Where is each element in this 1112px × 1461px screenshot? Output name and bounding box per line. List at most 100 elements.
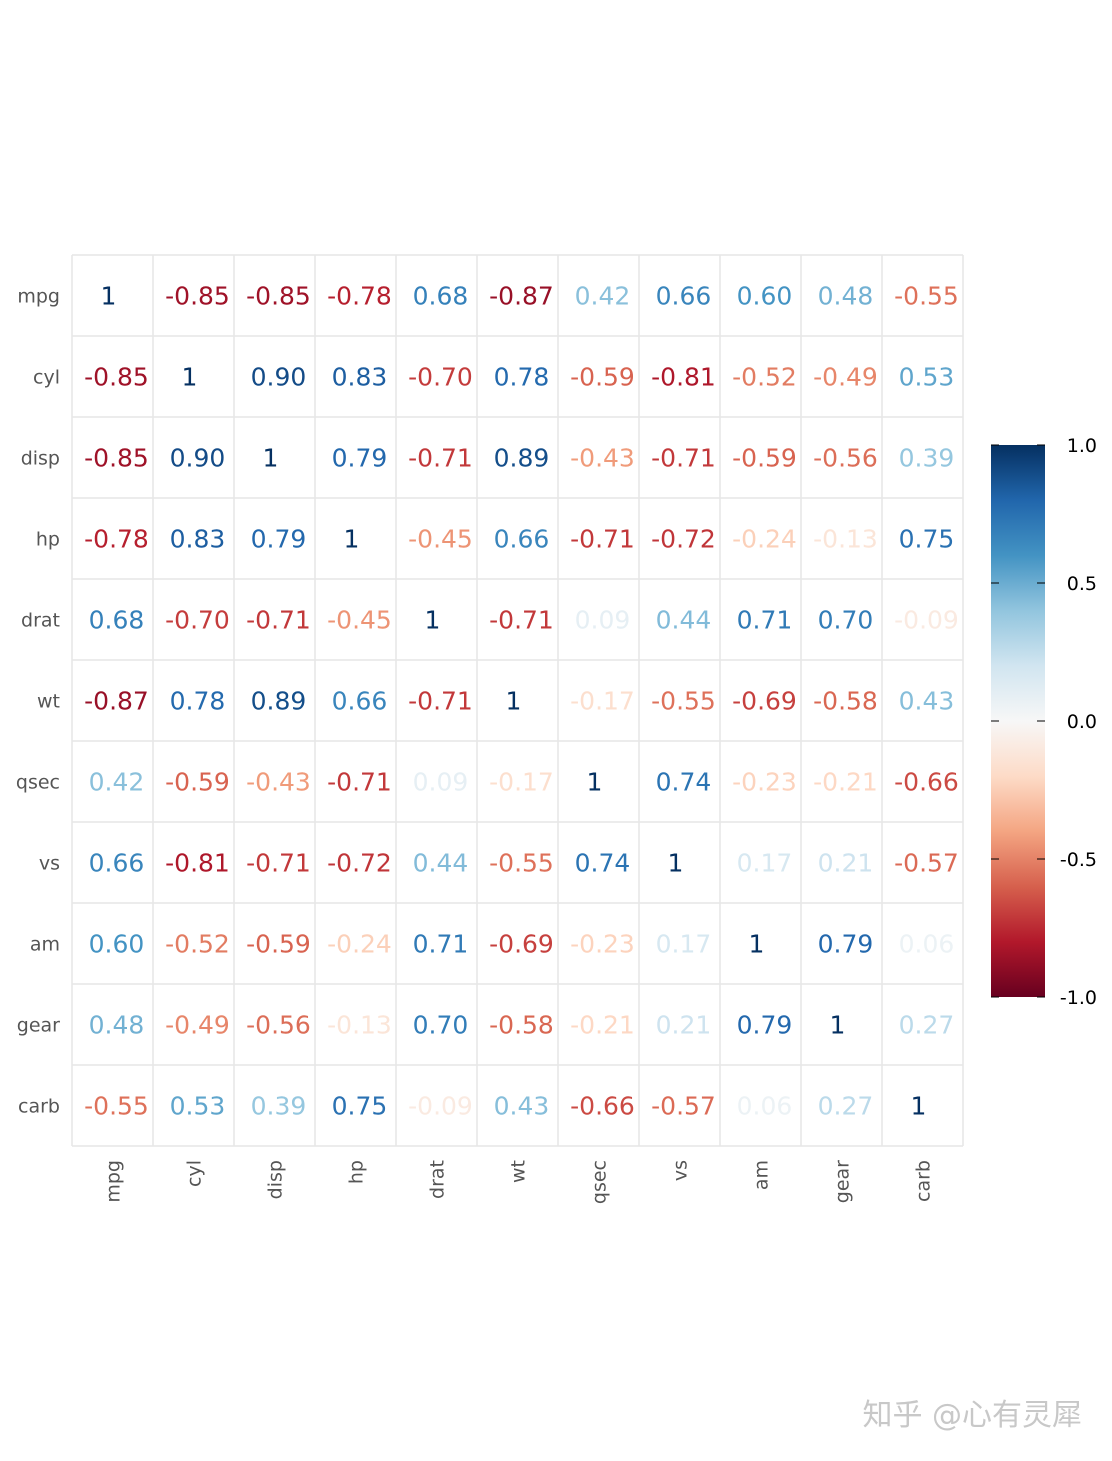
heatmap-cell: -0.85 [84,363,149,392]
column-label: vs [670,1160,692,1181]
heatmap-cell: -0.58 [813,687,878,716]
column-label: drat [427,1160,449,1199]
heatmap-cell: 0.48 [818,282,874,311]
heatmap-cell: 0.74 [656,768,712,797]
column-label: am [751,1160,773,1190]
row-label: am [30,934,60,956]
heatmap-cell: 1 [101,282,117,311]
heatmap-cell: 0.27 [818,1092,874,1121]
heatmap-cell: -0.66 [894,768,959,797]
heatmap-cell: 1 [344,525,360,554]
heatmap-cell: -0.71 [408,444,473,473]
heatmap-cell: -0.45 [327,606,392,635]
heatmap-cell: -0.43 [246,768,311,797]
heatmap-cell: -0.59 [246,930,311,959]
heatmap-cell: -0.24 [327,930,392,959]
heatmap-cell: -0.23 [732,768,797,797]
row-label: hp [36,529,60,551]
heatmap-cell: -0.56 [813,444,878,473]
heatmap-cell: 0.75 [899,525,955,554]
heatmap-cell: 0.60 [737,282,793,311]
heatmap-cell: -0.55 [651,687,716,716]
heatmap-cell: -0.85 [84,444,149,473]
heatmap-cell: 1 [668,849,684,878]
heatmap-cell: 0.48 [89,1011,145,1040]
heatmap-cell: -0.71 [651,444,716,473]
row-label: qsec [16,772,60,794]
row-label: carb [18,1096,60,1118]
watermark-text: 知乎 @心有灵犀 [862,1398,1082,1433]
legend-tick-label: -1.0 [1060,987,1097,1009]
heatmap-cell: -0.71 [246,606,311,635]
row-labels: mpg cyl disp hp drat wt qsec vs am gear carb [16,286,60,1118]
heatmap-cell: 0.17 [737,849,793,878]
heatmap-cell: 1 [182,363,198,392]
heatmap-cell: 0.71 [737,606,793,635]
heatmap-cell: 0.79 [332,444,388,473]
heatmap-cell: 0.68 [89,606,145,635]
heatmap-cell: 0.66 [656,282,712,311]
heatmap-cell: 0.79 [251,525,307,554]
heatmap-cell: -0.55 [489,849,554,878]
heatmap-cell: 0.83 [332,363,388,392]
heatmap-cell: -0.59 [732,444,797,473]
heatmap-cell: 0.06 [737,1092,793,1121]
row-label: drat [21,610,60,632]
heatmap-cell: -0.21 [570,1011,635,1040]
heatmap-cell: 0.42 [89,768,145,797]
column-label: disp [265,1160,287,1199]
heatmap-cell: 0.79 [737,1011,793,1040]
heatmap-cell: -0.87 [84,687,149,716]
heatmap-cell: 0.75 [332,1092,388,1121]
heatmap-cell: 0.66 [89,849,145,878]
heatmap-cell: 0.53 [899,363,955,392]
heatmap-cell: -0.85 [165,282,230,311]
heatmap-cell: -0.78 [327,282,392,311]
heatmap-cell: -0.71 [408,687,473,716]
color-legend: 1.0 0.5 0.0 -0.5 -1.0 [991,435,1097,1009]
heatmap-cell: -0.13 [327,1011,392,1040]
row-label: gear [17,1015,60,1037]
heatmap-cell: -0.52 [165,930,230,959]
heatmap-cell: 0.42 [575,282,631,311]
heatmap-cell: -0.57 [894,849,959,878]
heatmap-cell: 1 [830,1011,846,1040]
column-label: hp [346,1160,368,1184]
heatmap-cell: -0.52 [732,363,797,392]
heatmap-cell: -0.71 [570,525,635,554]
heatmap-cell: -0.55 [84,1092,149,1121]
heatmap-cell: -0.85 [246,282,311,311]
heatmap-cell: 0.44 [656,606,712,635]
row-label: mpg [17,286,60,308]
heatmap-cell: 0.09 [413,768,469,797]
column-label: cyl [184,1160,206,1187]
column-label: qsec [589,1160,611,1204]
legend-tick-label: 0.5 [1067,573,1097,595]
heatmap-cell: -0.69 [489,930,554,959]
heatmap-cell: -0.17 [489,768,554,797]
heatmap-cell: 1 [263,444,279,473]
heatmap-cell: 1 [587,768,603,797]
column-label: mpg [103,1160,125,1203]
heatmap-cell: 0.27 [899,1011,955,1040]
heatmap-cell: 0.68 [413,282,469,311]
heatmap-cell: 0.60 [89,930,145,959]
heatmap-cell: 0.43 [494,1092,550,1121]
heatmap-cell: 0.39 [251,1092,307,1121]
row-label: vs [39,853,60,875]
heatmap-cell: 0.39 [899,444,955,473]
heatmap-cell: 0.53 [170,1092,226,1121]
heatmap-cell: 0.89 [251,687,307,716]
heatmap-cell: -0.09 [894,606,959,635]
heatmap-cell: -0.66 [570,1092,635,1121]
heatmap-cell: -0.09 [408,1092,473,1121]
heatmap-cells: 1 -0.85 -0.85 -0.78 0.68 -0.87 0.42 0.66 0.60 0.4… [84,282,959,1121]
legend-tick-label: -0.5 [1060,849,1097,871]
heatmap-cell: 1 [749,930,765,959]
heatmap-cell: 0.09 [575,606,631,635]
heatmap-cell: 0.74 [575,849,631,878]
heatmap-cell: -0.72 [651,525,716,554]
heatmap-cell: 0.21 [818,849,874,878]
heatmap-cell: 0.70 [818,606,874,635]
